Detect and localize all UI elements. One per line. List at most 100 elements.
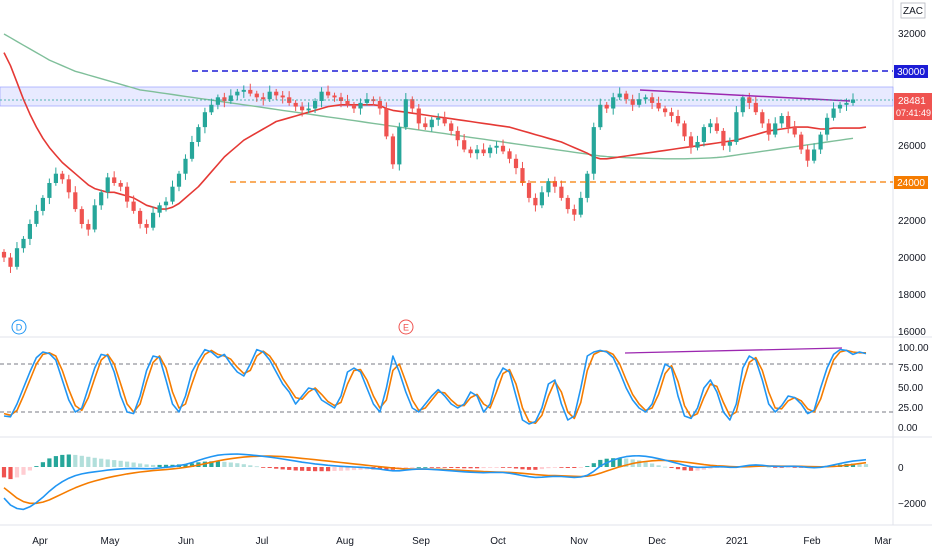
price-pane[interactable]: D E [0,33,894,335]
candle-body [526,183,532,198]
candle-body [546,181,551,193]
time-tick: Aug [336,536,354,547]
candle-body [390,136,395,165]
candle-body [494,145,499,148]
candlesticks [1,83,856,273]
macd-histogram-bar [313,467,318,472]
macd-histogram-bar [779,467,784,468]
candle-body [40,197,45,211]
macd-histogram-bar [786,467,791,468]
macd-histogram-bar [669,467,674,468]
stoch-trendline[interactable] [624,347,843,354]
candle-body [734,112,739,142]
price-trendline[interactable] [639,89,851,102]
macd-histogram-bar [319,467,324,472]
candle-body [79,209,84,224]
macd-histogram-bar [384,467,389,470]
macd-histogram-bar [105,459,110,467]
price-axis[interactable]: ZAC 32000 30000 28000 26000 24000 22000 … [894,2,932,338]
ema-slow-path [3,33,854,160]
macd-histogram-bar [293,467,298,471]
macd-histogram-bar [520,467,525,470]
candle-body [118,183,123,187]
candle-body [812,149,817,161]
candle-body [721,130,726,146]
time-tick: Oct [490,536,506,547]
candle-body [591,127,596,174]
candle-body [449,123,454,131]
macd-histogram-bar [144,464,149,467]
macd-histogram-bar [559,467,564,468]
macd-histogram-bar [410,467,415,468]
macd-histogram-bar [261,467,266,468]
candle-body [630,99,635,105]
candle-body [436,117,441,120]
macd-line [3,453,867,511]
macd-histogram-bar [254,466,259,468]
time-axis[interactable]: Apr May Jun Jul Aug Sep Oct Nov Dec 2021… [32,536,892,547]
event-marker-e[interactable]: E [398,319,414,335]
macd-histogram-bar [79,455,84,467]
macd-histogram-bar [138,463,143,467]
macd-histogram-bar [21,467,26,475]
last-price-tag: 28481 [898,96,926,107]
candle-body [429,119,434,128]
macd-histogram-bar [34,466,39,467]
macd-histogram-bar [157,464,162,467]
macd-histogram-bar [455,467,460,469]
time-tick: Sep [412,536,430,547]
candle-body [844,102,849,105]
candle-body [163,201,169,206]
candle-body [604,104,609,109]
macd-histogram-bar [701,467,706,470]
macd-histogram-bar [131,462,136,467]
candle-body [624,93,629,100]
candle-body [403,99,408,128]
stochastic-pane[interactable]: 100.00 75.00 50.00 25.00 0.00 [0,343,929,434]
symbol-label: ZAC [903,6,923,17]
macd-histogram-bar [183,464,188,467]
candle-body [766,123,771,135]
candle-body [60,173,65,180]
macd-histogram-bar [513,467,519,469]
macd-histogram-bar [287,467,292,470]
macd-histogram-bar [60,454,65,467]
candle-body [131,201,136,211]
macd-histogram-bar [539,467,544,470]
macd-histogram-bar [708,467,713,469]
stoch-k-path [3,348,867,425]
time-tick: Jul [256,536,269,547]
time-tick: Mar [874,536,892,547]
stoch-tick: 25.00 [898,403,923,414]
ema-slow-line [3,33,854,160]
candle-body [682,123,687,137]
candle-body [209,104,214,113]
macd-histogram-bar [675,467,681,470]
macd-histogram-bar [125,461,130,467]
candle-body [384,108,389,137]
candle-body [423,123,428,128]
macd-tick: 0 [898,463,904,474]
stoch-k-line [3,348,867,425]
event-marker-e-label: E [403,323,409,333]
time-tick: Apr [32,536,48,547]
countdown-tag: 07:41:49 [896,108,931,118]
macd-histogram-bar [338,467,344,471]
candle-body [792,127,797,135]
event-marker-d[interactable]: D [11,319,27,335]
candle-body [326,91,331,96]
macd-histogram-bar [436,467,441,468]
candle-body [552,181,557,187]
macd-pane[interactable]: 0 −2000 [1,453,927,511]
candle-body [202,112,207,128]
macd-histogram-bar [300,467,305,471]
candle-body [617,93,622,98]
macd-histogram-bar [773,467,778,468]
macd-histogram-bar [533,467,538,470]
candle-body [241,89,246,92]
macd-path [3,453,867,511]
macd-histogram-bar [151,464,156,467]
candle-body [637,99,642,105]
macd-histogram-bar [552,467,557,468]
